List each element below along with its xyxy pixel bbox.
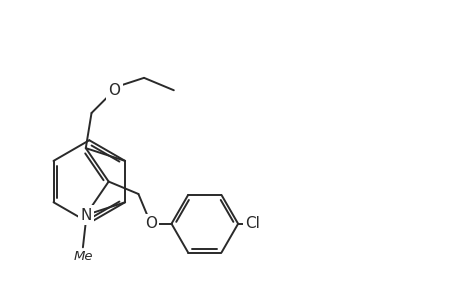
Text: O: O xyxy=(145,216,157,231)
Text: O: O xyxy=(108,83,120,98)
Text: Cl: Cl xyxy=(245,216,259,231)
Text: N: N xyxy=(80,208,91,223)
Text: Me: Me xyxy=(73,250,92,263)
